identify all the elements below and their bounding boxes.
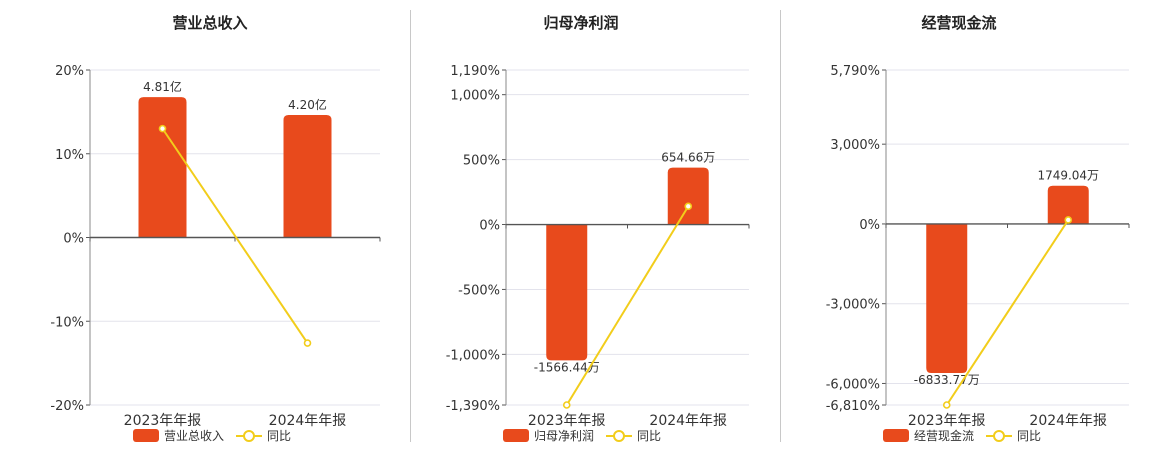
chart-panel-revenue: 营业总收入 20% 10% 0% -10% -20% 4.81亿 4.20亿 2023年年报 2… bbox=[0, 0, 390, 450]
chart-title: 归母净利润 bbox=[543, 14, 619, 32]
bar bbox=[667, 167, 709, 225]
chart-panel-net-profit: 归母净利润 1,190% 1,000% 500% 0% -500% -1,000% -1,3… bbox=[411, 0, 771, 450]
y-tick-label: -10% bbox=[50, 315, 84, 330]
chart-legend: 营业总收入 同比 bbox=[133, 427, 291, 444]
x-tick-label: 2023年年报 bbox=[528, 413, 606, 429]
y-tick-label: 3,000% bbox=[830, 138, 880, 153]
y-tick-label: -6,000% bbox=[826, 377, 880, 392]
bar bbox=[546, 224, 588, 361]
bar bbox=[926, 223, 968, 374]
y-tick-label: -1,000% bbox=[446, 348, 500, 363]
x-tick-label: 2024年年报 bbox=[1029, 413, 1107, 429]
series-line bbox=[945, 219, 1070, 406]
y-tick-label: -500% bbox=[458, 283, 500, 298]
y-tick-label: 1,000% bbox=[450, 89, 500, 104]
y-tick-label: 10% bbox=[55, 148, 84, 163]
x-tick-label: 2023年年报 bbox=[908, 413, 986, 429]
series-line bbox=[565, 205, 690, 406]
line-point bbox=[1064, 216, 1073, 224]
y-tick-label: 5,790% bbox=[830, 64, 880, 79]
legend-line-swatch bbox=[236, 429, 263, 443]
bar-value-label: -1566.44万 bbox=[534, 360, 600, 374]
legend-bar-swatch bbox=[883, 429, 909, 442]
line-point bbox=[158, 124, 167, 133]
bar-value-label: -6833.77万 bbox=[914, 373, 980, 387]
y-tick-label: 0% bbox=[479, 219, 500, 234]
line-point bbox=[942, 401, 951, 409]
y-tick-label: 0% bbox=[859, 218, 880, 233]
legend-line-swatch bbox=[606, 429, 633, 443]
line-point bbox=[303, 339, 312, 347]
legend-line-label: 同比 bbox=[267, 429, 292, 443]
y-tick-label: -6,810% bbox=[826, 399, 880, 414]
y-tick-label: -3,000% bbox=[826, 298, 880, 313]
panel-divider bbox=[410, 10, 411, 442]
y-tick-label: 20% bbox=[55, 64, 84, 79]
legend-bar-label: 营业总收入 bbox=[164, 429, 225, 443]
bar bbox=[138, 97, 187, 238]
net-profit-chart: 1,190% 1,000% 500% 0% -500% -1,000% -1,390% -15… bbox=[446, 64, 750, 429]
bar bbox=[1047, 185, 1089, 224]
x-tick-label: 2024年年报 bbox=[649, 413, 727, 429]
y-tick-label: -1,390% bbox=[446, 399, 500, 414]
chart-title: 营业总收入 bbox=[172, 14, 248, 32]
panel-divider bbox=[780, 10, 781, 442]
y-tick-label: 1,190% bbox=[450, 64, 500, 79]
chart-title: 经营现金流 bbox=[921, 14, 997, 32]
legend-bar-label: 经营现金流 bbox=[914, 429, 975, 443]
series-line bbox=[161, 128, 309, 344]
bar bbox=[283, 114, 332, 238]
bar-value-label: 4.81亿 bbox=[143, 79, 182, 94]
chart-legend: 归母净利润 同比 bbox=[503, 427, 661, 444]
x-tick-label: 2023年年报 bbox=[124, 413, 202, 429]
y-tick-label: 500% bbox=[463, 154, 500, 169]
bar-value-label: 654.66万 bbox=[661, 151, 715, 165]
bar-value-label: 1749.04万 bbox=[1037, 169, 1099, 183]
legend-bar-label: 归母净利润 bbox=[534, 429, 595, 443]
revenue-chart: 20% 10% 0% -10% -20% 4.81亿 4.20亿 2023年年报 2024年年报 bbox=[50, 64, 381, 429]
chart-legend: 经营现金流 同比 bbox=[883, 427, 1041, 444]
legend-bar-swatch bbox=[133, 429, 159, 442]
legend-line-label: 同比 bbox=[1017, 429, 1042, 443]
y-tick-label: -20% bbox=[50, 399, 84, 414]
bar-value-label: 4.20亿 bbox=[288, 97, 327, 112]
line-point bbox=[684, 202, 693, 211]
legend-line-swatch bbox=[986, 429, 1013, 443]
legend-bar-swatch bbox=[503, 429, 529, 442]
line-point bbox=[562, 401, 571, 409]
legend-line-label: 同比 bbox=[637, 429, 662, 443]
cash-flow-chart: 5,790% 3,000% 0% -3,000% -6,000% -6,810% -6833… bbox=[826, 64, 1130, 429]
y-tick-label: 0% bbox=[63, 232, 84, 247]
chart-panel-cash-flow: 经营现金流 5,790% 3,000% 0% -3,000% -6,000% -6,810… bbox=[781, 0, 1151, 450]
x-tick-label: 2024年年报 bbox=[269, 413, 347, 429]
